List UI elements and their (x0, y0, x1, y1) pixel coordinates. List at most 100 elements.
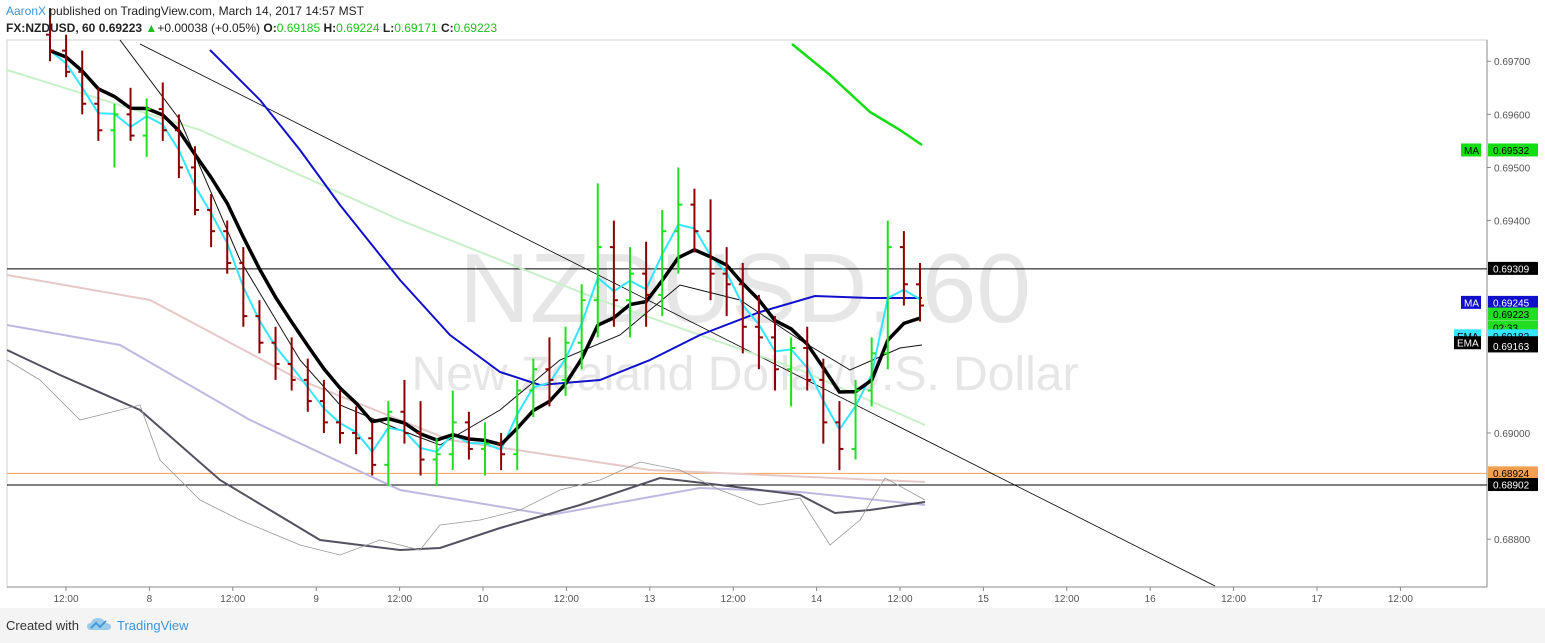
ohlc-bar (658, 209, 667, 317)
ohlc-bar (561, 326, 570, 396)
price-value-box (1488, 339, 1538, 353)
price-value-text: 0.69163 (1493, 342, 1530, 353)
ohlc-bar (336, 390, 344, 444)
price-value-text: 0.68902 (1493, 481, 1530, 492)
price-value-text: 02:33 (1493, 323, 1518, 334)
price-tag-text: MA (1464, 298, 1479, 309)
time-tick-label: 12:00 (387, 594, 412, 605)
ohlc-bar (513, 379, 522, 471)
time-tick-label: 12:00 (1221, 594, 1246, 605)
ohlc-bar (577, 284, 586, 370)
ohlc-bar (722, 247, 731, 317)
ohlc-bar (174, 114, 183, 179)
faint-pink-ma (6, 274, 926, 483)
high-label: H: (323, 21, 337, 35)
price-value-box (1488, 466, 1538, 480)
tradingview-cloud-icon[interactable] (86, 617, 112, 633)
time-tick-label: 15 (978, 594, 990, 605)
low-value: 0.69171 (394, 21, 438, 35)
tradingview-link[interactable]: TradingView (117, 618, 189, 633)
ohlc-bar (481, 422, 489, 476)
time-tick-label: 12:00 (53, 594, 78, 605)
price-tick-label: 0.68800 (1494, 535, 1531, 546)
price-tag-box (1454, 336, 1481, 350)
time-tick-label: 12:00 (721, 594, 746, 605)
ohlc-bar (110, 103, 119, 168)
price-tick-label: 0.69000 (1494, 429, 1531, 440)
ohlc-bar (609, 220, 618, 327)
ohlc-bar (464, 411, 473, 460)
price-value-text: 0.68924 (1493, 469, 1530, 480)
time-tick-label: 10 (477, 594, 489, 605)
price-tick-label: 0.69500 (1494, 163, 1531, 174)
ohlc-bar (368, 422, 377, 476)
close-value: 0.69223 (453, 21, 498, 35)
time-tick-label: 8 (147, 594, 153, 605)
price-value-box (1488, 478, 1538, 492)
price-tick-label: 0.69400 (1494, 217, 1531, 228)
ohlc-bar (287, 337, 296, 391)
price-label: 0.68902 (1488, 478, 1538, 492)
ohlc-bar (529, 358, 538, 418)
ohlc-bar (851, 379, 860, 460)
watermark-description: New Zealand Dollar/U.S. Dollar (412, 348, 1079, 401)
ohlc-bar (94, 87, 103, 141)
ohlc-bar (142, 98, 151, 157)
ohlc-bar (352, 406, 361, 455)
ohlc-bar (303, 358, 312, 412)
ohlc-bar (497, 432, 506, 471)
time-tick-label: 17 (1311, 594, 1323, 605)
ohlc-bar (738, 263, 747, 354)
price-tag-box (1461, 295, 1481, 309)
ohlc-bar (46, 8, 54, 62)
ohlc-bar (787, 337, 796, 407)
ohlc-bar (191, 146, 199, 216)
price-label: 0.69163 (1488, 339, 1538, 353)
thin-black-ema (119, 39, 923, 446)
ohlc-bar (867, 337, 876, 407)
lavender-ma (6, 324, 926, 517)
price-label: MA 0.69245 (1461, 295, 1538, 309)
created-with-label: Created with (6, 618, 79, 633)
time-axis[interactable]: 12:00 8 12:00 9 12:00 10 12:00 13 12:00 14 12:00 15… (53, 587, 1413, 605)
ohlc-bar (690, 188, 699, 253)
price-value-box (1488, 307, 1538, 321)
price-value-box (1488, 143, 1538, 157)
price-value-text: 0.69532 (1493, 146, 1530, 157)
publish-info: AaronX published on TradingView.com, Mar… (6, 3, 364, 19)
price-value-text: 0.69245 (1493, 298, 1530, 309)
time-tick-label: 12:00 (220, 594, 245, 605)
up-arrow-icon: ▲ (145, 21, 158, 35)
ohlc-bar (319, 379, 328, 433)
ohlc-bar (416, 401, 425, 476)
author-link[interactable]: AaronX (6, 4, 47, 18)
ohlc-bar (545, 337, 554, 407)
symbol-label[interactable]: FX:NZDUSD, 60 (6, 21, 96, 35)
time-tick-label: 9 (313, 594, 319, 605)
ohlc-bar (126, 87, 135, 141)
green-moving-average (791, 43, 923, 147)
oscillator-dark-line (6, 349, 926, 552)
ohlc-bar (255, 300, 264, 354)
price-value-box (1488, 295, 1538, 309)
ohlc-bar (642, 241, 651, 327)
ohlc-bar (432, 438, 441, 487)
price-label: 0.69223 (1488, 307, 1538, 321)
price-tick-label: 0.69600 (1494, 110, 1531, 121)
price-chart[interactable]: NZDUSD, 60 New Zealand Dollar/U.S. Dolla… (0, 0, 1545, 608)
price-axis[interactable]: 0.69700 0.69600 0.69500 0.69400 0.69000 0.688… (1487, 57, 1531, 546)
high-value: 0.69224 (336, 21, 380, 35)
ohlc-bar (448, 390, 457, 471)
price-tag-text: MA (1464, 146, 1479, 157)
published-text: published on TradingView.com, March 14, … (49, 4, 365, 18)
time-tick-label: 12:00 (554, 594, 579, 605)
ohlc-bar (835, 401, 844, 471)
price-tick-label: 0.69700 (1494, 57, 1531, 68)
oscillator-thin-line (6, 359, 926, 556)
ohlc-bar (883, 220, 892, 370)
price-label: 0.68924 (1488, 466, 1538, 480)
time-tick-label: 12:00 (887, 594, 912, 605)
ohlc-bar (271, 326, 280, 380)
price-value-text: 0.69223 (1493, 310, 1530, 321)
